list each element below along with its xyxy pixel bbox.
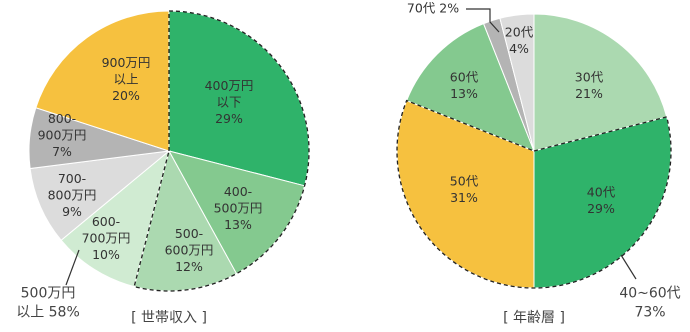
pie-chart-2: 30代 21% 40代 29% 50代 31% 60代 13% 70代 2% 20代 4% 40~60… xyxy=(396,1,681,326)
slice-label: 50代 31% xyxy=(450,173,479,205)
group-callout: 500万円以上 58% xyxy=(16,286,80,321)
group-callout: 40~60代 73% xyxy=(619,286,680,321)
pie-chart-1: 400万円以下 29% 400-500万円 13%500-600万円 12% 600-70… xyxy=(16,10,310,326)
pie-slice xyxy=(35,10,170,152)
callout-line xyxy=(65,249,80,286)
pie-slice xyxy=(60,149,170,288)
slice-label: 400万円以下 29% xyxy=(205,78,254,126)
slice-label: 800-900万円 7% xyxy=(38,111,87,159)
slice-label: 400-500万円 13% xyxy=(214,184,263,232)
pie-slice xyxy=(533,13,668,152)
slice-label: 700-800万円 9% xyxy=(48,171,97,219)
slice-label: 70代 2% xyxy=(407,1,459,16)
chart-caption: [ 年齢層 ] xyxy=(503,310,565,326)
slice-label: 20代 4% xyxy=(505,24,534,56)
slice-label: 600-700万円 10% xyxy=(82,214,131,262)
slice-label: 900万円以上 20% xyxy=(102,55,151,103)
slice-label: 500-600万円 12% xyxy=(165,226,214,274)
chart-caption: [ 世帯収入 ] xyxy=(131,310,207,326)
leader-line xyxy=(466,8,500,33)
slice-label: 40代 29% xyxy=(587,184,616,216)
pie-slice xyxy=(405,22,535,152)
callout-line xyxy=(620,254,637,280)
slice-label: 60代 13% xyxy=(450,69,479,101)
slice-label: 30代 21% xyxy=(575,69,604,101)
group-outline xyxy=(133,10,310,292)
group-outline xyxy=(396,99,672,289)
pie-slice xyxy=(499,13,535,152)
pie-slice xyxy=(29,150,171,241)
